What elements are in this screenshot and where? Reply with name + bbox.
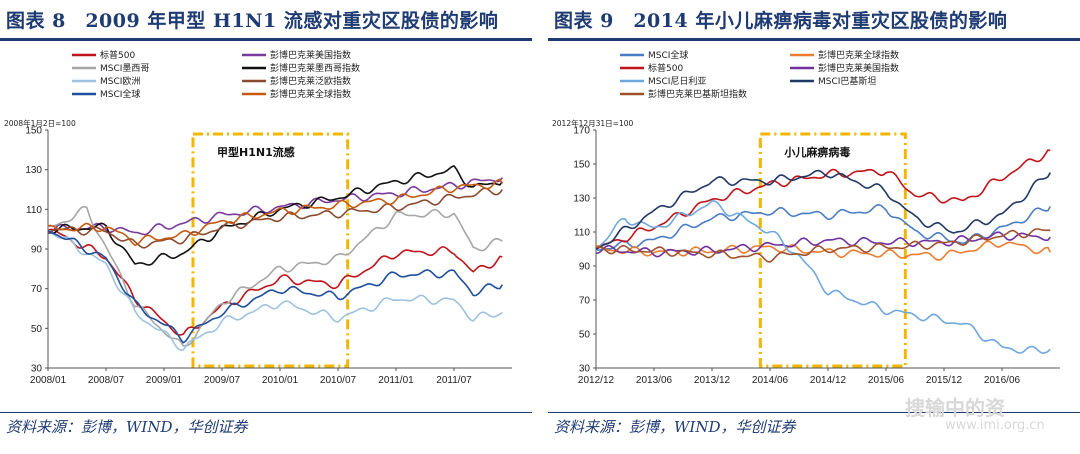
legend-label: 标普500 (648, 62, 683, 74)
legend-label: 彭博巴克莱美国指数 (818, 62, 899, 74)
x-tick-label: 2011/01 (378, 375, 414, 386)
y-tick-label: 30 (579, 364, 591, 375)
y-tick-label: 150 (25, 126, 42, 137)
series-line (595, 228, 1051, 263)
event-annotation: 甲型H1N1流感 (217, 145, 295, 159)
title-divider (548, 38, 1080, 41)
y-tick-label: 50 (31, 324, 43, 335)
chart-source: 资料来源：彭博，WIND，华创证券 (554, 418, 796, 436)
series-line (595, 231, 1051, 258)
y-tick-label: 130 (25, 165, 42, 176)
base-note: 2008年1月2日=100 (4, 118, 76, 128)
legend-label: MSCI全球 (100, 88, 140, 100)
chart-title: 图表 9 2014 年小儿麻痹病毒对重灾区股债的影响 (554, 10, 1008, 32)
base-note: 2012年12月31日=100 (552, 118, 634, 128)
chart-title: 图表 8 2009 年甲型 H1N1 流感对重灾区股债的影响 (6, 10, 499, 32)
y-tick-label: 70 (31, 284, 43, 295)
y-tick-label: 30 (31, 364, 43, 375)
legend-label: 标普500 (100, 49, 135, 61)
y-tick-label: 110 (26, 205, 42, 216)
h1n1-line-chart: 2008年1月2日=100 30 50 70 90 110 130 150 2008/01 200… (4, 49, 512, 386)
legend-label: 彭博巴克莱美国指数 (270, 49, 351, 61)
series-line (595, 200, 1051, 354)
y-tick-label: 110 (574, 228, 590, 239)
event-period-box (191, 132, 350, 368)
chart-source: 资料来源：彭博，WIND，华创证券 (6, 418, 248, 436)
legend-label: MSCI全球 (648, 49, 688, 61)
legend-label: MSCI巴基斯坦 (818, 75, 876, 87)
legend-label: MSCI欧洲 (100, 75, 140, 87)
series-line (47, 178, 503, 247)
series-line (47, 205, 503, 347)
x-tick-label: 2014/06 (752, 375, 789, 386)
watermark-text: 搜输中的资 (905, 396, 1005, 420)
x-tick-label: 2015/12 (926, 375, 963, 386)
series-line (47, 228, 503, 336)
x-tick-label: 2010/01 (262, 375, 299, 386)
x-tick-label: 2008/07 (88, 375, 125, 386)
legend-label: 彭博巴克莱泛欧指数 (270, 75, 351, 87)
series-line (595, 169, 1051, 250)
x-tick-label: 2012/12 (578, 375, 615, 386)
y-tick-label: 50 (579, 330, 591, 341)
x-tick-label: 2010/07 (320, 375, 357, 386)
chart-panel-h1n1: 图表 8 2009 年甲型 H1N1 流感对重灾区股债的影响 2008年1月2日… (0, 0, 532, 454)
y-tick-label: 130 (573, 194, 590, 205)
legend-label: MSCI墨西哥 (100, 63, 149, 74)
y-tick-label: 90 (579, 262, 591, 273)
event-period-box (758, 132, 907, 368)
y-tick-label: 70 (579, 296, 591, 307)
series-line (47, 229, 503, 344)
x-tick-label: 2008/01 (30, 375, 67, 386)
x-tick-label: 2015/06 (868, 375, 905, 386)
polio-line-chart: 2012年12月31日=100 30 50 70 90 110 130 150 170 2012/… (552, 49, 1060, 386)
x-tick-label: 2014/12 (810, 375, 847, 386)
series-line (47, 165, 503, 266)
y-tick-label: 150 (573, 160, 590, 171)
series-line (47, 177, 503, 236)
x-tick-label: 2016/06 (984, 375, 1021, 386)
source-divider (0, 412, 532, 413)
series-line (47, 187, 503, 249)
x-tick-label: 2009/07 (204, 375, 241, 386)
legend-label: 彭博巴克莱墨西哥指数 (270, 62, 360, 74)
legend-label: 彭博巴克莱全球指数 (818, 49, 899, 61)
legend-label: 彭博巴克莱巴基斯坦指数 (648, 88, 747, 100)
y-tick-label: 170 (573, 126, 590, 137)
series-line (47, 229, 503, 351)
chart-panel-polio: 图表 9 2014 年小儿麻痹病毒对重灾区股债的影响 2012年12月31日=1… (548, 0, 1080, 454)
x-tick-label: 2013/12 (694, 375, 731, 386)
x-tick-label: 2013/06 (636, 375, 673, 386)
watermark-url: www.imi.org.cn (945, 418, 1045, 433)
series-line (595, 149, 1051, 251)
legend-label: 彭博巴克莱全球指数 (270, 88, 351, 100)
event-annotation: 小儿麻痹病毒 (783, 145, 850, 159)
title-divider (0, 38, 532, 41)
legend-label: MSCI尼日利亚 (648, 75, 706, 87)
x-tick-label: 2011/07 (436, 375, 472, 386)
source-divider (548, 412, 1080, 413)
y-tick-label: 90 (31, 245, 43, 256)
x-tick-label: 2009/01 (146, 375, 183, 386)
